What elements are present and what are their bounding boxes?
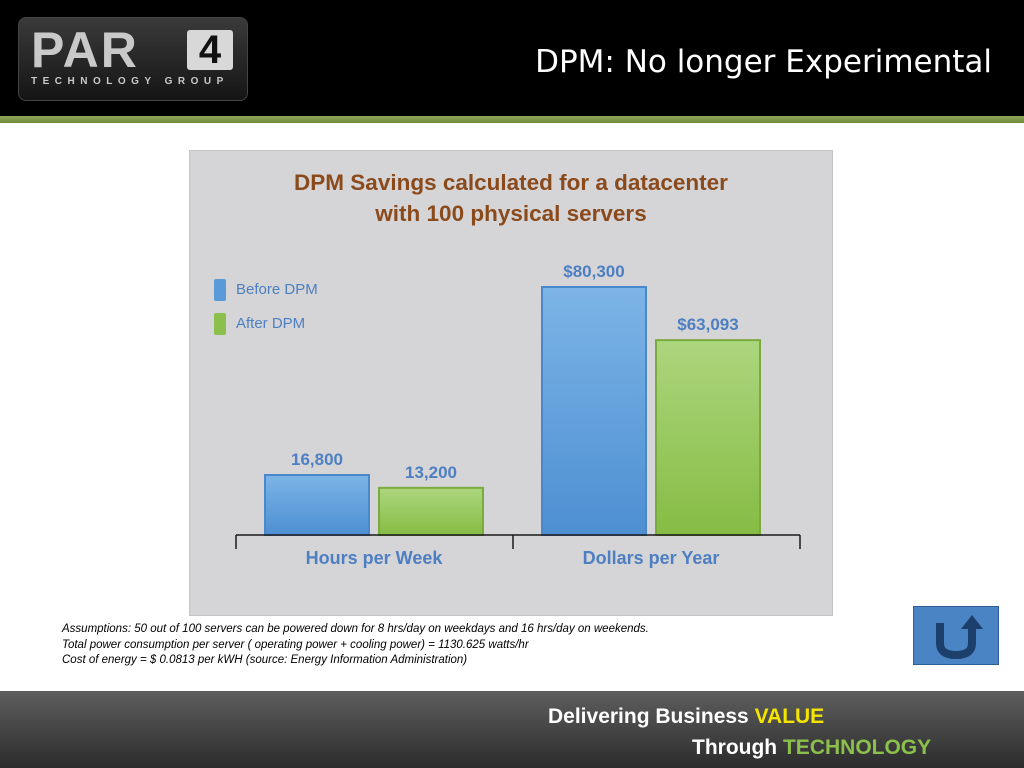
footer-line-1: Delivering Business VALUE — [548, 705, 824, 729]
footer-bar: Delivering Business VALUE Through TECHNO… — [0, 691, 1024, 768]
back-button[interactable] — [913, 606, 999, 665]
chart-panel: DPM Savings calculated for a datacenter … — [189, 150, 833, 616]
x-axis-label-1: Dollars per Year — [583, 548, 720, 568]
assumption-line-3: Cost of energy = $ 0.0813 per kWH (sourc… — [62, 654, 468, 666]
logo-wordmark: PAR — [31, 22, 139, 78]
u-turn-arrow-icon — [936, 615, 983, 660]
data-label-before-1: $80,300 — [563, 262, 624, 281]
header-accent-stripe — [0, 116, 1024, 123]
footer-technology-highlight: TECHNOLOGY — [782, 736, 932, 759]
chart-title: DPM Savings calculated for a datacenter … — [190, 167, 832, 229]
company-logo: PAR 4 TECHNOLOGY GROUP — [18, 17, 248, 101]
footer-value-highlight: VALUE — [754, 705, 825, 728]
footer-line-2-text: Through — [692, 736, 783, 759]
data-label-before-0: 16,800 — [291, 450, 343, 469]
assumption-line-1: Assumptions: 50 out of 100 servers can b… — [62, 623, 649, 635]
bar-before-0 — [264, 474, 370, 536]
legend-label-after: After DPM — [236, 315, 306, 332]
footer-line-2: Through TECHNOLOGY — [692, 736, 931, 760]
legend-swatch-after — [214, 313, 226, 335]
bar-after-1 — [655, 339, 761, 536]
chart-title-line-2: with 100 physical servers — [375, 201, 647, 226]
logo-tagline: TECHNOLOGY GROUP — [31, 76, 229, 87]
x-axis-label-0: Hours per Week — [306, 548, 444, 568]
data-label-after-0: 13,200 — [405, 463, 457, 482]
header-bar: PAR 4 TECHNOLOGY GROUP DPM: No longer Ex… — [0, 0, 1024, 116]
footer-line-1-text: Delivering Business — [548, 705, 755, 728]
chart-title-line-1: DPM Savings calculated for a datacenter — [294, 170, 728, 195]
legend-swatch-before — [214, 279, 226, 301]
logo-number-badge: 4 — [187, 30, 233, 70]
bar-chart-plot: 16,800 13,200 $80,300 $63,093 Hours per Wee… — [235, 262, 801, 568]
assumptions-text: Assumptions: 50 out of 100 servers can b… — [62, 622, 649, 669]
legend-label-before: Before DPM — [236, 281, 318, 298]
assumption-line-2: Total power consumption per server ( ope… — [62, 638, 529, 651]
bar-after-0 — [378, 486, 484, 537]
bar-before-1 — [541, 286, 647, 536]
data-label-after-1: $63,093 — [677, 315, 738, 334]
slide-title: DPM: No longer Experimental — [535, 44, 992, 80]
